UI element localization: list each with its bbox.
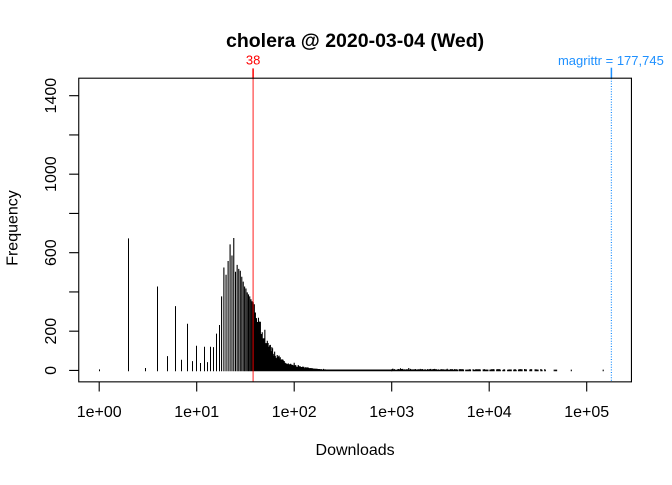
svg-text:1400: 1400 (43, 78, 60, 114)
svg-text:1e+05: 1e+05 (564, 404, 609, 421)
svg-text:magrittr = 177,745: magrittr = 177,745 (558, 53, 664, 68)
svg-text:1e+03: 1e+03 (369, 404, 414, 421)
svg-text:200: 200 (43, 318, 60, 345)
svg-text:0: 0 (43, 366, 60, 375)
svg-text:Downloads: Downloads (316, 442, 395, 459)
svg-text:1000: 1000 (43, 156, 60, 192)
svg-text:38: 38 (246, 52, 260, 67)
svg-text:1e+02: 1e+02 (272, 404, 317, 421)
svg-text:Frequency: Frequency (5, 190, 22, 266)
svg-text:1e+04: 1e+04 (467, 404, 512, 421)
svg-text:1e+01: 1e+01 (174, 404, 219, 421)
svg-text:600: 600 (43, 239, 60, 266)
svg-text:1e+00: 1e+00 (77, 404, 122, 421)
svg-text:cholera @ 2020-03-04 (Wed): cholera @ 2020-03-04 (Wed) (226, 30, 484, 52)
